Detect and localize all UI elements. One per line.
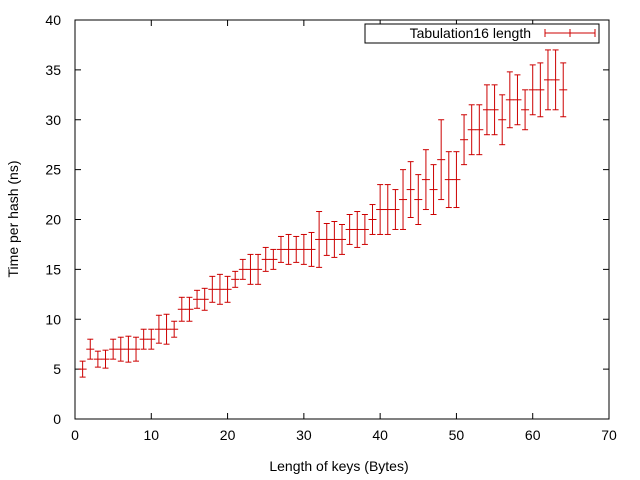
data-point: [429, 164, 438, 216]
y-tick-label: 35: [45, 62, 61, 78]
data-point: [238, 258, 247, 280]
data-point: [208, 275, 217, 303]
data-point: [475, 104, 484, 156]
data-point: [513, 74, 522, 126]
x-tick-labels: 0 10 20 30 40 50 60 70: [71, 427, 617, 443]
data-point: [147, 328, 156, 350]
x-tick-label: 70: [601, 427, 617, 443]
data-point: [460, 114, 469, 166]
data-point: [521, 89, 530, 131]
data-point: [467, 104, 476, 156]
data-point: [406, 161, 415, 219]
data-point: [162, 313, 171, 345]
data-point: [376, 184, 385, 235]
axis-ticks: [74, 19, 610, 420]
x-tick-label: 30: [296, 427, 312, 443]
data-point: [124, 335, 133, 363]
data-point: [490, 84, 499, 136]
data-point: [86, 338, 95, 360]
plot-frame: [74, 19, 610, 420]
data-point: [551, 49, 560, 111]
data-point: [315, 211, 324, 268]
y-tick-labels: 0 5 10 15 20 25 30 35 40: [45, 12, 61, 427]
y-tick-label: 10: [45, 311, 61, 327]
data-point: [299, 233, 308, 265]
data-point: [200, 287, 209, 311]
legend-sample: [544, 29, 596, 37]
series-group: [78, 49, 568, 378]
data-point: [437, 119, 446, 201]
data-point: [543, 49, 552, 111]
data-point: [444, 151, 453, 209]
data-point: [269, 248, 278, 270]
data-point: [353, 211, 362, 248]
x-tick-label: 10: [143, 427, 159, 443]
data-point: [193, 289, 202, 309]
data-point: [177, 296, 186, 322]
data-point: [559, 62, 568, 118]
y-tick-label: 15: [45, 261, 61, 277]
data-point: [154, 314, 163, 344]
data-point: [383, 184, 392, 235]
data-point: [231, 270, 240, 288]
data-point: [292, 235, 301, 263]
data-point: [322, 222, 331, 256]
data-point: [414, 174, 423, 225]
data-point: [338, 223, 346, 255]
data-point: [254, 253, 263, 285]
data-point: [482, 84, 491, 136]
data-point: [170, 320, 179, 338]
data-point: [528, 64, 537, 116]
data-point: [215, 273, 224, 305]
data-point: [276, 235, 285, 263]
data-point: [368, 204, 377, 235]
data-point: [139, 328, 148, 350]
data-point: [345, 214, 354, 245]
x-tick-label: 0: [71, 427, 79, 443]
legend-label: Tabulation16 length: [410, 25, 531, 41]
y-tick-label: 0: [53, 411, 61, 427]
data-point: [498, 94, 507, 146]
x-tick-label: 60: [525, 427, 541, 443]
data-point: [284, 233, 293, 265]
data-point: [399, 169, 408, 230]
y-tick-label: 30: [45, 112, 61, 128]
y-axis-label: Time per hash (ns): [5, 161, 21, 278]
data-point: [330, 220, 339, 258]
data-series: [78, 49, 568, 378]
y-tick-label: 5: [53, 361, 61, 377]
data-point: [132, 336, 141, 362]
data-point: [391, 189, 400, 230]
data-point: [505, 71, 514, 129]
x-tick-label: 40: [372, 427, 388, 443]
data-point: [421, 149, 430, 211]
legend-box: [364, 23, 600, 44]
x-tick-label: 20: [220, 427, 236, 443]
y-tick-label: 40: [45, 12, 61, 28]
data-point: [261, 246, 270, 272]
data-point: [360, 214, 369, 245]
y-tick-label: 20: [45, 212, 61, 228]
data-point: [78, 360, 87, 378]
data-point: [246, 253, 255, 285]
legend: Tabulation16 length: [364, 23, 600, 44]
data-point: [101, 349, 110, 369]
x-tick-label: 50: [449, 427, 465, 443]
y-tick-label: 25: [45, 162, 61, 178]
data-point: [109, 338, 118, 360]
data-point: [307, 231, 316, 267]
data-point: [223, 275, 232, 303]
data-point: [116, 336, 125, 362]
data-point: [536, 62, 545, 118]
x-axis-label: Length of keys (Bytes): [269, 458, 408, 474]
data-point: [93, 350, 102, 368]
data-point: [185, 296, 194, 322]
data-point: [452, 151, 461, 209]
